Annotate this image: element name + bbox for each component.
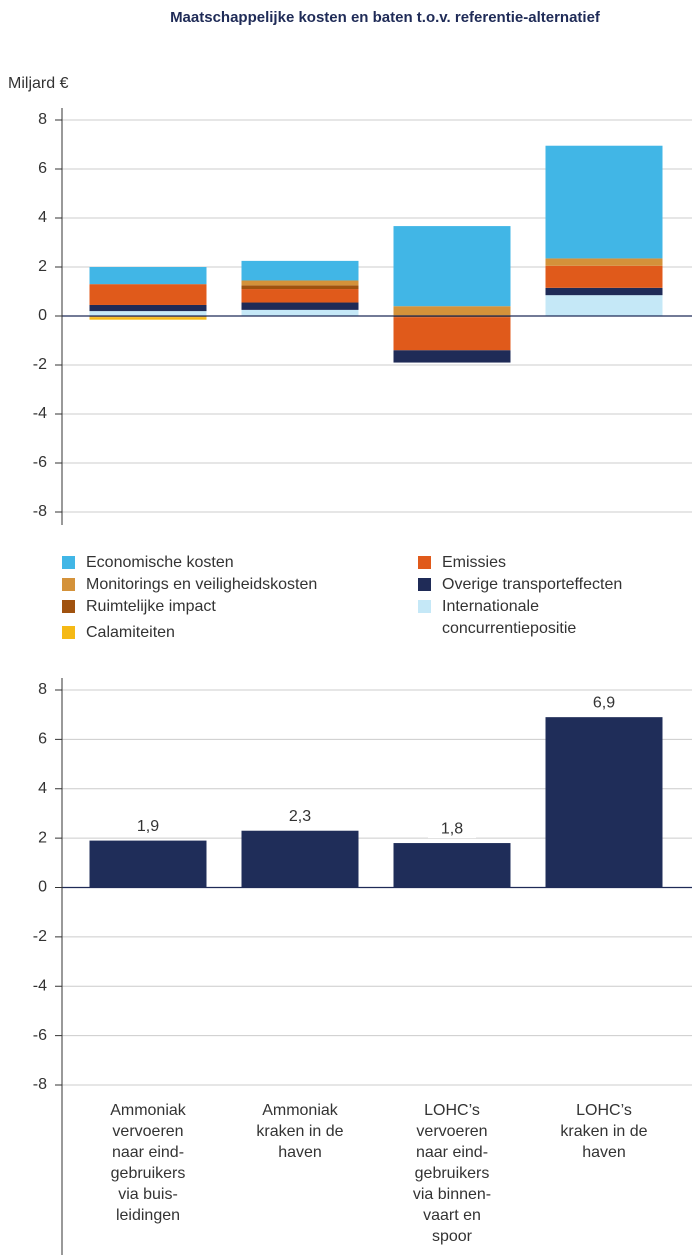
bar-segment	[89, 304, 207, 312]
bar-segment	[241, 309, 359, 316]
bar-segment	[393, 316, 511, 318]
y-tick-label: 8	[38, 111, 47, 128]
bar-segment	[241, 260, 359, 281]
y-tick-label: 2	[38, 258, 47, 275]
y-tick-label: -6	[33, 454, 47, 471]
bar	[545, 717, 663, 888]
bar-segment	[545, 265, 663, 288]
bar-segment	[241, 280, 359, 286]
y-tick-label: -4	[33, 405, 47, 422]
y-tick-label: 0	[38, 307, 47, 324]
y-tick-label: 4	[38, 780, 47, 797]
y-tick-label: 0	[38, 879, 47, 896]
y-tick-label: 2	[38, 829, 47, 846]
x-tick-label: Ammoniak vervoeren naar eind- gebruikers…	[110, 1102, 186, 1224]
x-tick-label: LOHC’s vervoeren naar eind- gebruikers v…	[412, 1102, 492, 1245]
bar-segment	[89, 284, 207, 305]
y-tick-label: -8	[33, 503, 47, 520]
x-tick-label: Ammoniak kraken in de haven	[256, 1102, 344, 1161]
bar-segment	[393, 306, 511, 316]
value-label: 6,9	[593, 694, 615, 711]
legend-label: Economische kosten	[86, 554, 234, 571]
bar	[241, 830, 359, 888]
y-tick-label: 4	[38, 209, 47, 226]
bar-segment	[545, 258, 663, 266]
legend-swatch	[62, 600, 75, 613]
bar-segment	[241, 289, 359, 303]
y-tick-label: 8	[38, 681, 47, 698]
y-tick-label: -8	[33, 1076, 47, 1093]
bar-segment	[545, 295, 663, 316]
legend-label: Calamiteiten	[86, 624, 175, 641]
bar-segment	[89, 311, 207, 316]
bar-segment	[241, 285, 359, 290]
legend-label: Internationale concurrentiepositie	[442, 598, 576, 637]
legend-label: Monitorings en veiligheidskosten	[86, 576, 317, 593]
legend-label: Overige transporteffecten	[442, 576, 622, 593]
value-label: 1,9	[137, 818, 159, 835]
y-tick-label: -2	[33, 928, 47, 945]
bar-segment	[545, 287, 663, 296]
y-tick-label: -4	[33, 977, 47, 994]
legend-swatch	[418, 578, 431, 591]
label-bg	[276, 805, 324, 826]
value-label: 1,8	[441, 820, 463, 837]
bar-segment	[241, 302, 359, 310]
y-tick-label: -6	[33, 1027, 47, 1044]
label-bg	[580, 692, 628, 713]
legend-label: Ruimtelijke impact	[86, 598, 216, 615]
label-bg	[428, 818, 476, 839]
bar-segment	[393, 350, 511, 363]
label-bg	[124, 815, 172, 836]
bar-segment	[393, 317, 511, 351]
legend-swatch	[62, 626, 75, 639]
y-tick-label: 6	[38, 160, 47, 177]
bar	[89, 840, 207, 888]
bar-segment	[89, 317, 207, 320]
legend-swatch	[418, 600, 431, 613]
legend-label: Emissies	[442, 554, 506, 571]
bar	[393, 843, 511, 888]
value-label: 2,3	[289, 808, 311, 825]
legend-swatch	[62, 556, 75, 569]
y-tick-label: -2	[33, 356, 47, 373]
y-axis-label: Miljard €	[8, 75, 69, 92]
bar-segment	[89, 316, 207, 318]
bar-segment	[89, 267, 207, 285]
bar-segment	[393, 226, 511, 307]
bar-segment	[545, 145, 663, 259]
y-tick-label: 6	[38, 731, 47, 748]
legend-swatch	[418, 556, 431, 569]
x-tick-label: LOHC’s kraken in de haven	[560, 1102, 648, 1161]
chart-title: Maatschappelijke kosten en baten t.o.v. …	[170, 9, 601, 26]
legend-swatch	[62, 578, 75, 591]
